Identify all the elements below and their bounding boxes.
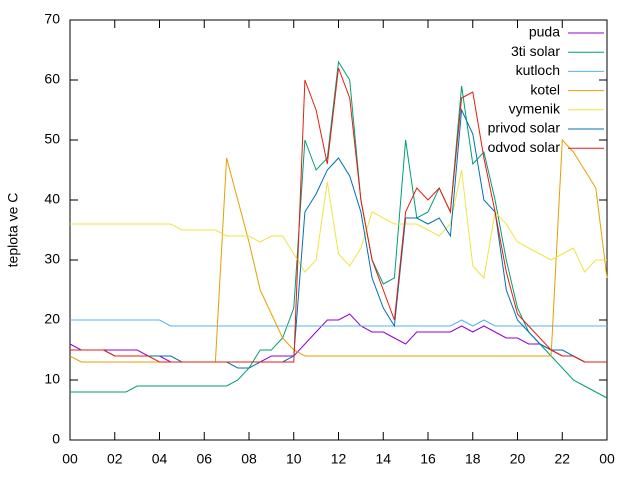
x-tick-label: 00 (62, 451, 78, 467)
y-tick-label: 20 (44, 311, 60, 327)
legend-label: kutloch (516, 62, 560, 78)
series-line (69, 313, 607, 363)
legend-label: privod solar (488, 120, 561, 136)
series-line (70, 60, 608, 399)
legend-label: puda (529, 24, 560, 40)
x-tick-label: 14 (375, 451, 391, 467)
legend-label: kotel (530, 81, 560, 97)
x-tick-label: 10 (286, 451, 302, 467)
y-tick-label: 70 (44, 11, 60, 27)
series-line (70, 67, 607, 363)
plot-border (69, 19, 608, 441)
y-tick-label: 0 (52, 431, 60, 447)
y-axis-label: teplota ve C (5, 193, 21, 268)
y-tick-label: 50 (44, 131, 60, 147)
x-tick-label: 16 (420, 451, 436, 467)
legend-label: vymenik (509, 101, 561, 117)
x-tick-label: 00 (599, 451, 615, 467)
series-line (70, 319, 607, 327)
x-tick-label: 04 (152, 451, 168, 467)
legend-label: 3ti solar (511, 43, 560, 59)
x-tick-label: 02 (107, 451, 123, 467)
y-tick-label: 10 (44, 371, 60, 387)
y-tick-label: 40 (44, 191, 60, 207)
x-tick-label: 08 (241, 451, 257, 467)
x-tick-label: 06 (196, 451, 212, 467)
series-line (70, 169, 607, 280)
y-tick-label: 30 (44, 251, 60, 267)
legend-label: odvod solar (488, 139, 561, 155)
x-tick-label: 20 (510, 451, 526, 467)
x-tick-label: 22 (554, 451, 570, 467)
x-tick-label: 18 (465, 451, 481, 467)
x-tick-label: 12 (331, 451, 347, 467)
y-tick-label: 60 (44, 71, 60, 87)
series-line (70, 108, 607, 369)
